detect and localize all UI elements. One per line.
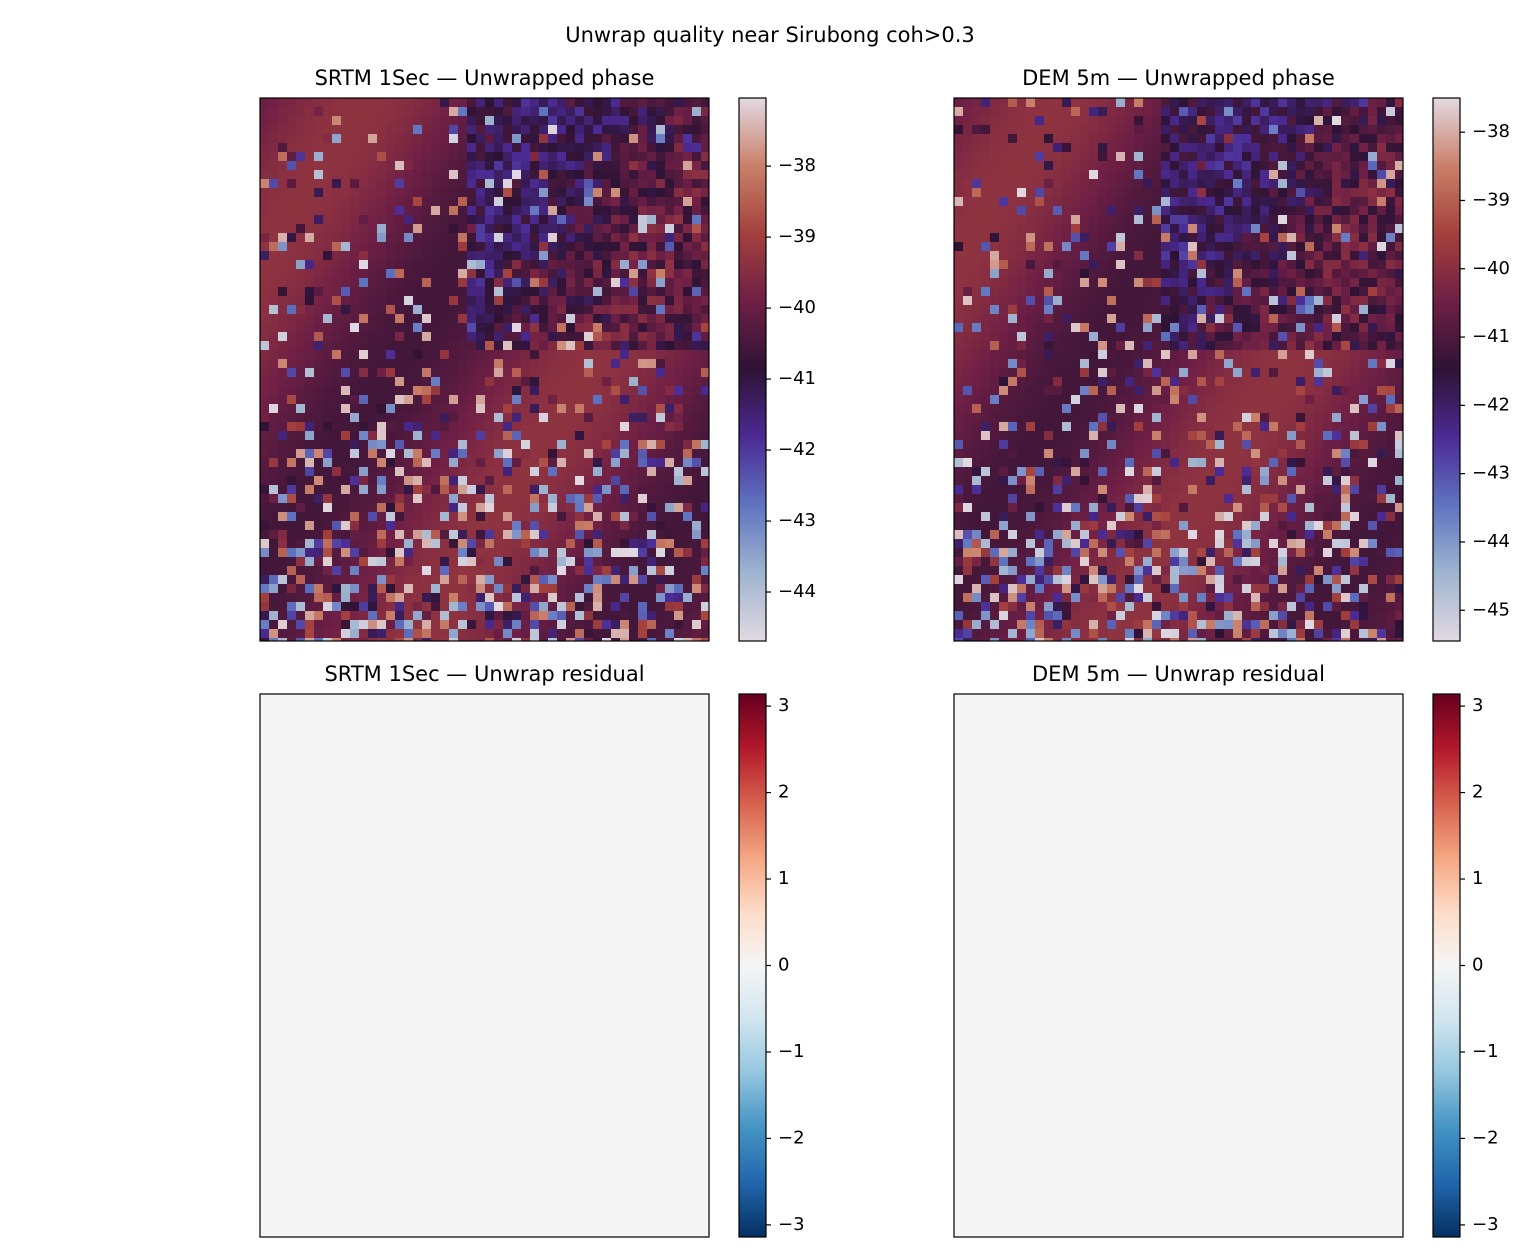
heatmap-cell	[954, 694, 1403, 1237]
colorbar-tick-label: −43	[1472, 463, 1510, 484]
heatmap	[260, 98, 709, 641]
colorbar-tick-label: 2	[1472, 782, 1483, 803]
heatmap	[954, 694, 1403, 1237]
colorbar-tick-label: −1	[1472, 1041, 1499, 1062]
colorbar-tick-label: −39	[778, 226, 816, 247]
colorbar-tick-label: −42	[778, 439, 816, 460]
colorbar-tick-label: −1	[778, 1041, 805, 1062]
colorbar-tick-label: 1	[1472, 868, 1483, 889]
colorbar-tick-label: −42	[1472, 394, 1510, 415]
colorbar-tick-label: 3	[778, 695, 789, 716]
colorbar-tick-label: 3	[1472, 695, 1483, 716]
colorbar-tick-label: −3	[1472, 1214, 1499, 1235]
heatmap	[954, 98, 1403, 641]
colorbar-tick-label: 1	[778, 868, 789, 889]
colorbar-tick-label: −41	[1472, 326, 1510, 347]
panel-title: SRTM 1Sec — Unwrap residual	[324, 662, 644, 686]
colorbar-tick-label: −38	[1472, 121, 1510, 142]
colorbar-tick-label: −43	[778, 510, 816, 531]
axes-frame	[259, 693, 710, 1238]
colorbar	[1432, 693, 1461, 1238]
colorbar-tick-label: −44	[1472, 531, 1510, 552]
colorbar-tick-label: −39	[1472, 189, 1510, 210]
colorbar-tick-label: 0	[1472, 955, 1483, 976]
heatmap-cell	[260, 694, 709, 1237]
colorbar-tick-label: −44	[778, 581, 816, 602]
colorbar-tick-label: 2	[778, 782, 789, 803]
figure-title: Unwrap quality near Sirubong coh>0.3	[565, 23, 975, 47]
colorbar-tick-label: −41	[778, 368, 816, 389]
heatmap	[260, 694, 709, 1237]
colorbar-tick-label: −2	[778, 1127, 805, 1148]
colorbar-tick-label: 0	[778, 955, 789, 976]
colorbar-tick-label: −3	[778, 1214, 805, 1235]
colorbar-tick-label: −38	[778, 155, 816, 176]
panel-title: SRTM 1Sec — Unwrapped phase	[315, 66, 655, 90]
colorbar	[738, 693, 767, 1238]
axes-frame	[259, 97, 710, 642]
colorbar	[1432, 97, 1461, 642]
panel-title: DEM 5m — Unwrapped phase	[1022, 66, 1335, 90]
axes-frame	[953, 693, 1404, 1238]
colorbar-tick-label: −40	[1472, 258, 1510, 279]
panel-title: DEM 5m — Unwrap residual	[1032, 662, 1325, 686]
colorbar-tick-label: −2	[1472, 1127, 1499, 1148]
colorbar	[738, 97, 767, 642]
colorbar-tick-label: −45	[1472, 599, 1510, 620]
axes-frame	[953, 97, 1404, 642]
colorbar-tick-label: −40	[778, 297, 816, 318]
